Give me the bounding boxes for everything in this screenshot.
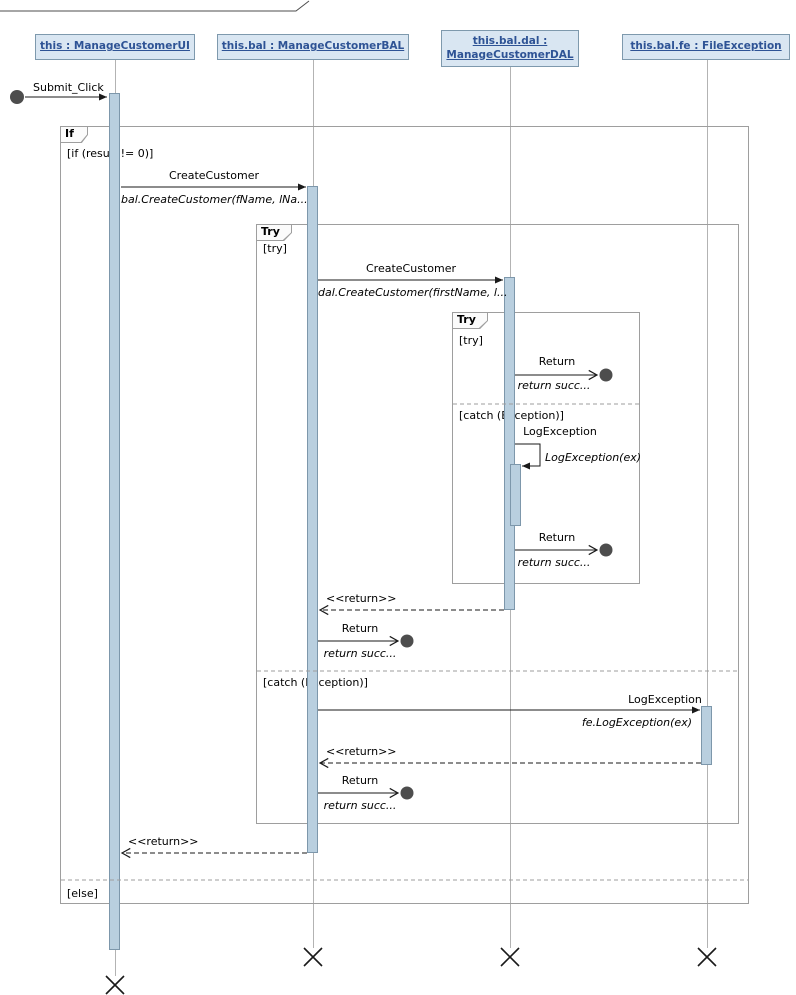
found-message-endpoint <box>10 90 24 104</box>
fragment-try-outer-tab: Try <box>256 224 292 241</box>
message-label-return-dal-to-bal[interactable]: <<return>> <box>326 592 397 605</box>
arrow-log-exception-self <box>515 443 541 470</box>
guard-else: [else] <box>67 887 98 900</box>
destruction-x-dal <box>500 947 520 967</box>
activation-dal[interactable] <box>504 277 515 610</box>
lost-message-endpoint <box>599 368 613 382</box>
activation-bal[interactable] <box>307 186 318 853</box>
activation-fe[interactable] <box>701 706 712 765</box>
fragment-try-outer[interactable]: Try <box>256 224 739 824</box>
lifeline-head-ui[interactable]: this : ManageCustomerUI <box>35 34 195 60</box>
message-label-return-dal-try[interactable]: Return <box>538 355 576 368</box>
lifeline-head-fe-label: this.bal.fe : FileException <box>630 40 782 53</box>
message-signature-create-customer-bal: bal.CreateCustomer(fName, lNa... <box>121 193 308 206</box>
fragment-try-inner-operator: Try <box>457 313 476 326</box>
fragment-try-outer-operator: Try <box>261 225 280 238</box>
lifeline-head-bal[interactable]: this.bal : ManageCustomerBAL <box>217 34 409 60</box>
message-label-create-customer-dal[interactable]: CreateCustomer <box>366 262 456 275</box>
lifeline-head-bal-label: this.bal : ManageCustomerBAL <box>221 40 405 53</box>
message-label-log-exception-fe[interactable]: LogException <box>628 693 702 706</box>
message-signature-return-bal-catch: return succ... <box>323 799 397 812</box>
lost-message-endpoint <box>400 634 414 648</box>
guard-try-outer: [try] <box>263 242 287 255</box>
lifeline-head-dal[interactable]: this.bal.dal : ManageCustomerDAL <box>441 30 579 67</box>
guard-try-inner: [try] <box>459 334 483 347</box>
fragment-try-inner-tab: Try <box>452 312 488 329</box>
lost-message-endpoint <box>599 543 613 557</box>
lifeline-head-fe[interactable]: this.bal.fe : FileException <box>622 34 790 60</box>
message-label-return-bal-to-ui[interactable]: <<return>> <box>128 835 199 848</box>
fragment-try-inner[interactable]: Try <box>452 312 640 584</box>
activation-ui[interactable] <box>109 93 120 950</box>
fragment-try-outer-tab-fill <box>257 225 291 240</box>
message-label-return-dal-catch[interactable]: Return <box>538 531 576 544</box>
lifeline-head-ui-label: this : ManageCustomerUI <box>40 40 190 53</box>
fragment-if-operator: If <box>65 127 74 140</box>
fragment-if[interactable]: If <box>60 126 749 904</box>
message-signature-return-dal-try: return succ... <box>517 379 591 392</box>
message-signature-return-bal-try: return succ... <box>323 647 397 660</box>
message-signature-log-exception-dal: LogException(ex) <box>545 451 642 464</box>
lifeline-head-dal-label: this.bal.dal : ManageCustomerDAL <box>446 34 574 61</box>
activation-dal-nested[interactable] <box>510 464 521 526</box>
message-label-submit-click[interactable]: Submit_Click <box>33 81 104 94</box>
message-label-return-bal-try[interactable]: Return <box>341 622 379 635</box>
fragment-if-tab: If <box>60 126 88 143</box>
message-signature-create-customer-dal: dal.CreateCustomer(firstName, l... <box>318 286 508 299</box>
message-label-return-bal-catch[interactable]: Return <box>341 774 379 787</box>
fragment-try-inner-tab-fill <box>453 313 487 328</box>
fragment-if-tab-fill <box>61 127 87 142</box>
destruction-x-bal <box>303 947 323 967</box>
message-signature-return-dal-catch: return succ... <box>517 556 591 569</box>
lost-message-endpoint <box>400 786 414 800</box>
message-label-create-customer-bal[interactable]: CreateCustomer <box>169 169 259 182</box>
message-signature-log-exception-fe: fe.LogException(ex) <box>581 716 692 729</box>
destruction-x-ui <box>105 975 125 995</box>
message-label-log-exception-dal[interactable]: LogException <box>523 425 597 438</box>
destruction-x-fe <box>697 947 717 967</box>
message-label-return-fe-to-bal[interactable]: <<return>> <box>326 745 397 758</box>
frame-title-edge <box>0 0 310 12</box>
